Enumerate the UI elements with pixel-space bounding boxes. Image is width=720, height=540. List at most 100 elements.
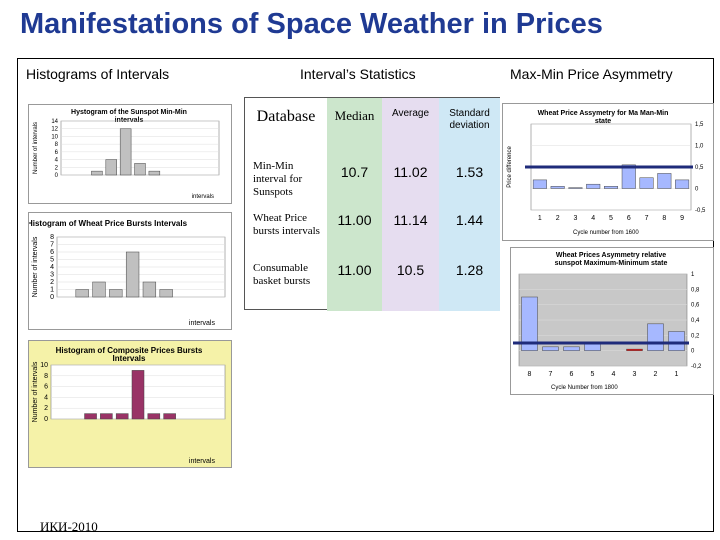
y-tick-label: 2 bbox=[55, 165, 59, 171]
column-heading-histograms: Histograms of Intervals bbox=[26, 66, 170, 82]
x-tick-label: 3 bbox=[633, 371, 637, 378]
row-label-sunspots: Min-Min interval for Sunspots bbox=[253, 160, 303, 198]
y-axis-label: Number of intervals bbox=[33, 122, 39, 174]
x-tick-label: 5 bbox=[609, 215, 613, 222]
bar bbox=[542, 346, 559, 351]
y-axis-label: Number of intervals bbox=[32, 236, 39, 297]
y-tick-label: 4 bbox=[44, 394, 48, 401]
bar bbox=[657, 173, 672, 189]
x-tick-label: 3 bbox=[573, 215, 577, 222]
bar bbox=[105, 159, 117, 176]
divider-left bbox=[17, 58, 18, 532]
chart-title: Histogram of Composite Priсes Bursts bbox=[56, 346, 203, 355]
y-tick-label: 6 bbox=[50, 249, 54, 256]
chart-title: Histogram of Wheat Price Bursts Interval… bbox=[29, 219, 188, 228]
y-tick-label: 8 bbox=[44, 373, 48, 380]
value-average: 11.14 bbox=[393, 212, 428, 228]
y-tick-label: 1,0 bbox=[695, 144, 704, 150]
y-tick-label: 6 bbox=[44, 384, 48, 391]
value-average: 11.02 bbox=[393, 164, 428, 180]
bar bbox=[75, 289, 89, 298]
chart-title: intervals bbox=[115, 117, 144, 124]
bar bbox=[125, 251, 140, 298]
y-tick-label: 0 bbox=[691, 349, 695, 355]
y-tick-label: 3 bbox=[50, 272, 54, 279]
value-average: 10.5 bbox=[396, 262, 425, 278]
chart-title: Wheat Prices Asymmetry relative bbox=[556, 252, 666, 259]
wheat-histogram-chart: Histogram of Wheat Price Bursts Interval… bbox=[27, 219, 226, 327]
y-tick-label: 0,8 bbox=[691, 287, 700, 293]
bar bbox=[647, 323, 664, 351]
header-average: Average bbox=[382, 98, 439, 311]
chart-title: Wheat Price Assymetry for Ma Man-Min bbox=[538, 110, 669, 117]
chart-title: Hystogram of the Sunspot Min-Min bbox=[71, 109, 187, 116]
row-label-consumable: Consumable basket bursts bbox=[253, 262, 311, 287]
y-tick-label: 10 bbox=[40, 362, 48, 369]
bar bbox=[586, 183, 601, 189]
y-tick-label: 10 bbox=[51, 134, 58, 140]
header-median: Median bbox=[327, 98, 382, 311]
y-tick-label: 2 bbox=[44, 405, 48, 412]
chart-title: sunspot Maximum-Minimum state bbox=[555, 260, 668, 267]
y-tick-label: 5 bbox=[50, 257, 54, 264]
header-std: Standard deviation bbox=[439, 98, 500, 311]
x-tick-label: 8 bbox=[528, 371, 532, 378]
y-tick-label: 0 bbox=[55, 173, 59, 179]
y-tick-label: -0,2 bbox=[691, 364, 702, 370]
bar bbox=[91, 170, 103, 176]
y-tick-label: 12 bbox=[51, 127, 58, 133]
bar bbox=[668, 331, 685, 351]
x-tick-label: 5 bbox=[591, 371, 595, 378]
bar bbox=[115, 413, 129, 420]
value-std: 1.44 bbox=[455, 212, 484, 228]
bar bbox=[521, 296, 538, 351]
header-database: Database bbox=[256, 108, 316, 125]
bar bbox=[142, 281, 157, 298]
bar bbox=[163, 413, 176, 420]
x-tick-label: 2 bbox=[556, 215, 560, 222]
x-tick-label: 9 bbox=[680, 215, 684, 222]
y-tick-label: 0 bbox=[44, 416, 48, 423]
y-tick-label: 0,5 bbox=[695, 165, 704, 171]
y-axis-label: Price difference bbox=[507, 146, 513, 188]
y-tick-label: 8 bbox=[50, 234, 54, 241]
value-std: 1.28 bbox=[455, 262, 484, 278]
bar bbox=[119, 128, 132, 176]
bar bbox=[134, 163, 146, 176]
y-tick-label: 7 bbox=[50, 242, 54, 249]
y-tick-label: 14 bbox=[51, 119, 58, 125]
x-axis-label: Cycle number from 1600 bbox=[573, 230, 639, 236]
bar bbox=[100, 413, 113, 420]
chart-title: state bbox=[595, 118, 611, 125]
x-tick-label: 2 bbox=[654, 371, 658, 378]
y-tick-label: 0 bbox=[50, 294, 54, 301]
bar bbox=[148, 170, 161, 176]
y-tick-label: 1,5 bbox=[695, 122, 704, 128]
x-axis-label: Cycle Number from 1800 bbox=[551, 385, 618, 391]
y-tick-label: -0,5 bbox=[695, 208, 706, 214]
x-tick-label: 1 bbox=[675, 371, 679, 378]
value-median: 11.00 bbox=[337, 262, 372, 278]
x-axis-label: intervals bbox=[189, 458, 216, 465]
bar bbox=[84, 413, 97, 420]
x-tick-label: 1 bbox=[538, 215, 542, 222]
bar bbox=[550, 186, 565, 189]
bar bbox=[159, 289, 173, 298]
x-tick-label: 4 bbox=[591, 215, 595, 222]
y-tick-label: 0,2 bbox=[691, 333, 700, 339]
slide-title: Manifestations of Space Weather in Price… bbox=[20, 8, 603, 40]
bar bbox=[532, 179, 547, 189]
sunspot-histogram-chart: Hystogram of the Sunspot Min-Mininterval… bbox=[33, 109, 220, 200]
y-tick-label: 1 bbox=[691, 272, 695, 278]
x-tick-label: 7 bbox=[549, 371, 553, 378]
sunspot-histogram-panel: Hystogram of the Sunspot Min-Min interval… bbox=[28, 104, 232, 204]
y-tick-label: 8 bbox=[55, 142, 59, 148]
bar bbox=[621, 164, 636, 189]
statistics-table: Database Median Average Standard deviati… bbox=[244, 97, 500, 311]
row-label-wheat: Wheat Price bursts intervals bbox=[253, 212, 320, 237]
column-heading-statistics: Interval’s Statistics bbox=[300, 66, 416, 82]
bar bbox=[626, 348, 643, 351]
bar bbox=[603, 186, 619, 189]
bar bbox=[131, 370, 145, 420]
